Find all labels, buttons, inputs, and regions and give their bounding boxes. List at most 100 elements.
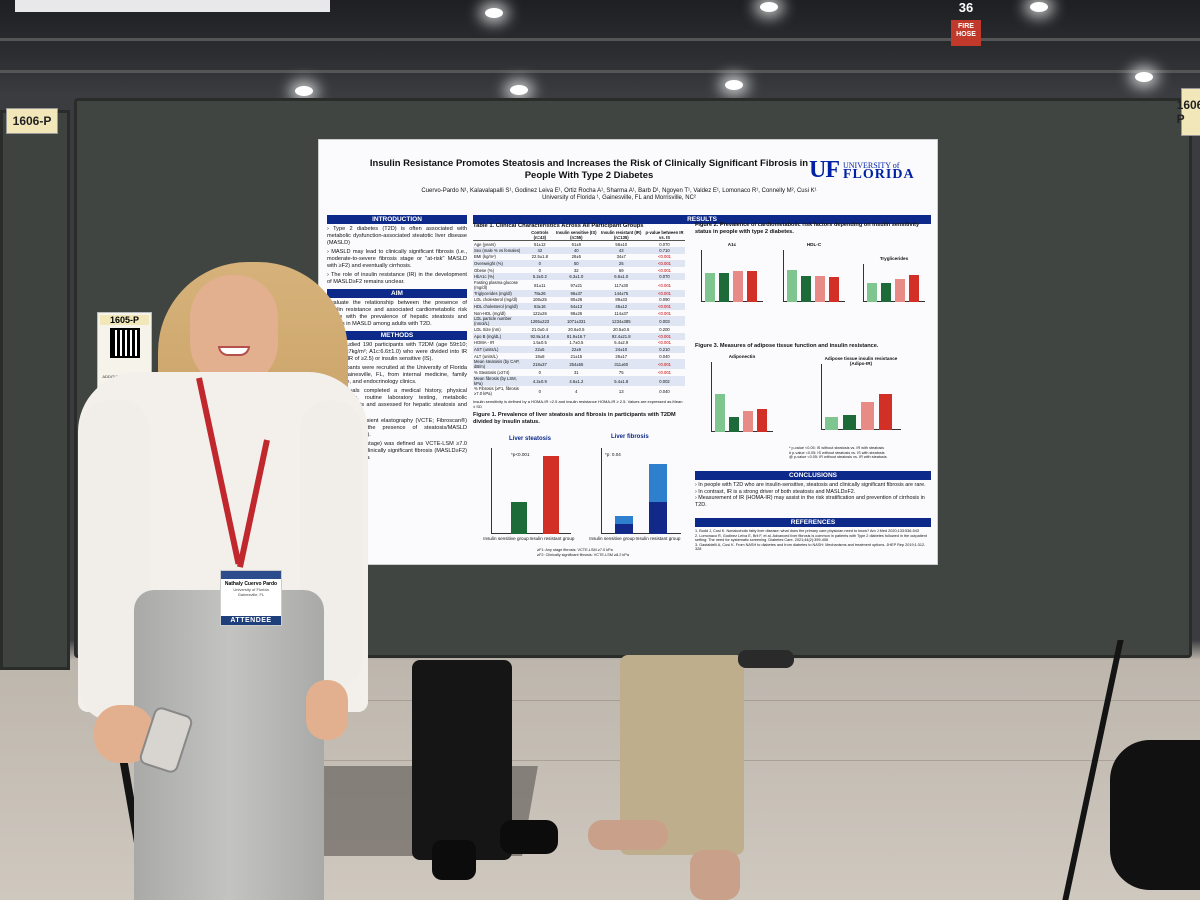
table-cell: 1071±331	[554, 316, 599, 327]
ceiling-light	[510, 85, 528, 95]
mini-bar	[909, 274, 919, 302]
research-poster: Insulin Resistance Promotes Steatosis an…	[318, 139, 938, 565]
row-label: HOMA - IR	[474, 340, 495, 346]
table-cell: 5.2±0.2	[525, 273, 555, 281]
table-cell: 43	[598, 247, 645, 254]
table-header-row: Controls (n=43) Insulin sensitive (IS) (n…	[473, 230, 685, 241]
conclusions-section: CONCLUSIONS In people with T2D who are i…	[695, 468, 931, 508]
table-cell: 54±13	[554, 303, 599, 310]
table-cell: 1234±385	[598, 316, 645, 327]
fig1-steatosis-chart: *p<0.001 Insulin sensitive group Insulin…	[483, 448, 574, 541]
table-cell: 63±16	[525, 303, 555, 310]
booth-number-sign: 1606-P	[6, 108, 58, 134]
uf-logo-wordmark: UNIVERSITY of FLORIDA	[843, 161, 915, 182]
figure2-title: Figure 2. Prevalence of cardiometabolic …	[695, 222, 920, 235]
table-cell: 0.040	[659, 353, 670, 359]
row-label: Triglycerides (mg/dl)	[473, 290, 526, 297]
table-cell: 5.4±2.9	[614, 340, 629, 346]
floor-seam	[300, 700, 1200, 701]
panel-title: A1c	[727, 242, 737, 247]
table-row: Age (years) 51±12 61±9 58±10 0.070	[473, 241, 685, 248]
panel-title: Tryglicerides	[879, 256, 909, 261]
mini-panel: HDL-C	[783, 242, 845, 302]
ceiling-truss	[0, 70, 1200, 73]
table-header-cell: Controls (n=43)	[525, 230, 555, 241]
x-label: Insulin resistant group	[635, 536, 681, 541]
table-cell: <0.001	[658, 254, 671, 260]
table-cell: 0	[538, 370, 541, 376]
chart-axis	[783, 250, 845, 302]
neighbor-flyer: 1605-P ADDITIONAL CONTENT	[97, 312, 152, 416]
chart-axis	[491, 448, 571, 534]
x-label: Insulin sensitive group	[589, 536, 635, 541]
mini-bar	[861, 402, 874, 430]
intro-item: The role of insulin resistance (IR) in t…	[327, 272, 467, 286]
mini-bar	[815, 276, 825, 302]
row-label: % Fibrosis (≥F1, fibrosis ≥7.0 kPa)	[474, 386, 519, 396]
table-cell: 0.090	[659, 297, 670, 303]
badge-header	[221, 571, 281, 579]
section-conclusions: CONCLUSIONS	[695, 471, 931, 480]
mini-bar	[787, 269, 797, 302]
row-label: HbA1c (%)	[473, 273, 526, 281]
mini-bar	[895, 279, 905, 302]
table-cell: 122±26	[532, 310, 547, 316]
table-row: % Steatosis (≥274) 0 31 75 <0.001	[473, 369, 685, 376]
table-cell: 21.0±0.4	[531, 327, 548, 333]
table-cell: 1265±223	[525, 316, 555, 327]
table-cell: 114±37	[614, 310, 629, 316]
ceiling-light	[485, 8, 503, 18]
table-row: Fasting plasma glucose (mg/dl) 81±11 97±21…	[473, 280, 685, 290]
badge-role: ATTENDEE	[221, 616, 281, 625]
table-cell: 51±12	[534, 241, 546, 247]
bar-ir-f2	[649, 502, 667, 534]
table-cell: 6.6±1.0	[598, 273, 645, 281]
table-cell: <0.001	[644, 303, 685, 310]
results-column: RESULTS	[473, 212, 931, 226]
fig3-notes: * p-value <0.05: IS without steatosis vs…	[789, 446, 887, 460]
table-cell: <0.001	[658, 370, 671, 376]
table-cell: 92.8±14.6	[525, 333, 555, 340]
row-label: % Steatosis (≥274)	[474, 370, 510, 376]
table-cell: 22±9	[554, 346, 599, 353]
methods-item: Participants were recruited at the Unive…	[327, 365, 467, 386]
table-row: Apo B (mg/dL) 92.8±14.6 81.9±16.7 92.4±21.8…	[473, 333, 685, 340]
chart-axis	[711, 362, 773, 432]
affiliation: University of Florida ¹, Gainesville, FL…	[542, 195, 696, 201]
row-label: Age (years)	[474, 241, 496, 247]
ceiling-light	[1135, 72, 1153, 82]
hall-number: 36	[958, 0, 974, 15]
row-label: Obese (%)	[474, 267, 495, 273]
floor-seam	[300, 760, 1200, 761]
poster-title: Insulin Resistance Promotes Steatosis an…	[369, 158, 809, 181]
aim-text: Evaluate the relationship between the pr…	[327, 300, 467, 327]
table-cell: 0	[538, 267, 541, 273]
mini-panel: Tryglicerides	[863, 256, 925, 302]
table-row: Triglycerides (mg/dl) 78±26 96±37 144±75 <0.…	[473, 290, 685, 297]
background-person-foot	[588, 820, 668, 850]
fig3-note: * p-value <0.05: IS without steatosis vs…	[789, 446, 885, 450]
fig1-steatosis-title: Liver steatosis	[509, 436, 552, 442]
fig3-note: @ p-value <0.05: IR without steatosis vs…	[789, 455, 887, 459]
table-cell: 0.710	[644, 247, 685, 254]
table-cell: <0.001	[658, 310, 671, 316]
presenter-smile	[218, 346, 250, 356]
table-header-cell: Insulin resistant (IR) (n=135)	[598, 230, 645, 241]
table-cell: 81±11	[534, 282, 546, 288]
pvalue-label: *p<0.001	[511, 452, 530, 457]
table-cell: 0.070	[644, 273, 685, 281]
attendee-badge: Nathaly Cuervo Pardo University of Flori…	[220, 570, 282, 626]
table-row: BMI (kg/m²) 22.5±1.8 28±5 34±7 <0.001	[473, 254, 685, 261]
intro-list: Type 2 diabetes (T2D) is often associate…	[327, 226, 467, 286]
mini-bar	[743, 411, 753, 432]
table-cell: 311±60	[598, 359, 645, 370]
row-label: Mean steatosis (by CAP, dB/m)	[473, 359, 526, 370]
mini-bar	[801, 276, 811, 302]
pvalue-label: *p: 0.04	[605, 452, 621, 457]
qr-code[interactable]	[109, 328, 140, 358]
reference-item: 1. Budd J, Cusi K. Nonalcoholic fatty li…	[695, 529, 919, 533]
table-cell: 98±26	[570, 310, 583, 316]
table-cell: 31	[573, 370, 579, 376]
chart-axis	[601, 448, 681, 534]
